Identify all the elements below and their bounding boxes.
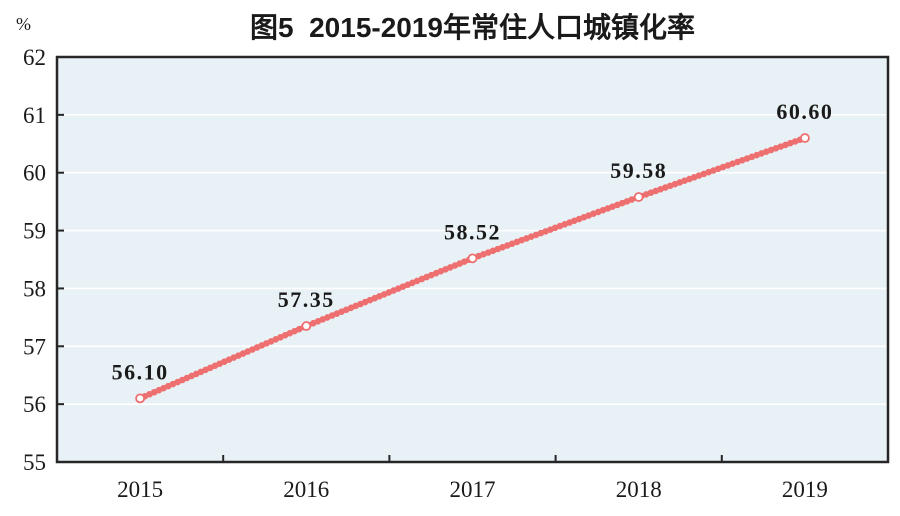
y-axis-tick-label: 59 — [23, 219, 46, 244]
data-point-label: 57.35 — [278, 287, 335, 312]
x-axis-tick-label: 2019 — [782, 477, 828, 502]
y-axis-tick-label: 57 — [23, 334, 46, 359]
x-axis-tick-label: 2017 — [450, 477, 496, 502]
x-axis-tick-label: 2018 — [616, 477, 662, 502]
data-point-marker — [301, 321, 312, 331]
plot-border — [55, 55, 890, 464]
y-axis-tick-label: 55 — [23, 450, 46, 475]
data-point-marker — [467, 253, 478, 264]
data-point-marker — [135, 393, 146, 404]
y-axis-tick-label: 61 — [23, 103, 46, 128]
data-point-label: 59.58 — [610, 158, 667, 183]
data-point-label: 60.60 — [776, 99, 833, 124]
data-point-marker — [633, 192, 644, 202]
y-axis-tick-label: 60 — [23, 161, 46, 186]
data-point-marker — [800, 133, 810, 143]
y-axis-tick-label: 58 — [23, 276, 46, 301]
x-axis-tick-label: 2016 — [283, 477, 329, 502]
y-axis-tick-label: 56 — [23, 392, 46, 417]
x-axis-tick-label: 2015 — [117, 477, 163, 502]
data-point-label: 56.10 — [112, 359, 169, 384]
y-axis-unit-label: % — [16, 14, 31, 34]
data-point-label: 58.52 — [444, 219, 501, 244]
chart-title: 图5 2015-2019年常住人口城镇化率 — [249, 12, 696, 43]
y-axis-tick-label: 62 — [23, 45, 46, 70]
